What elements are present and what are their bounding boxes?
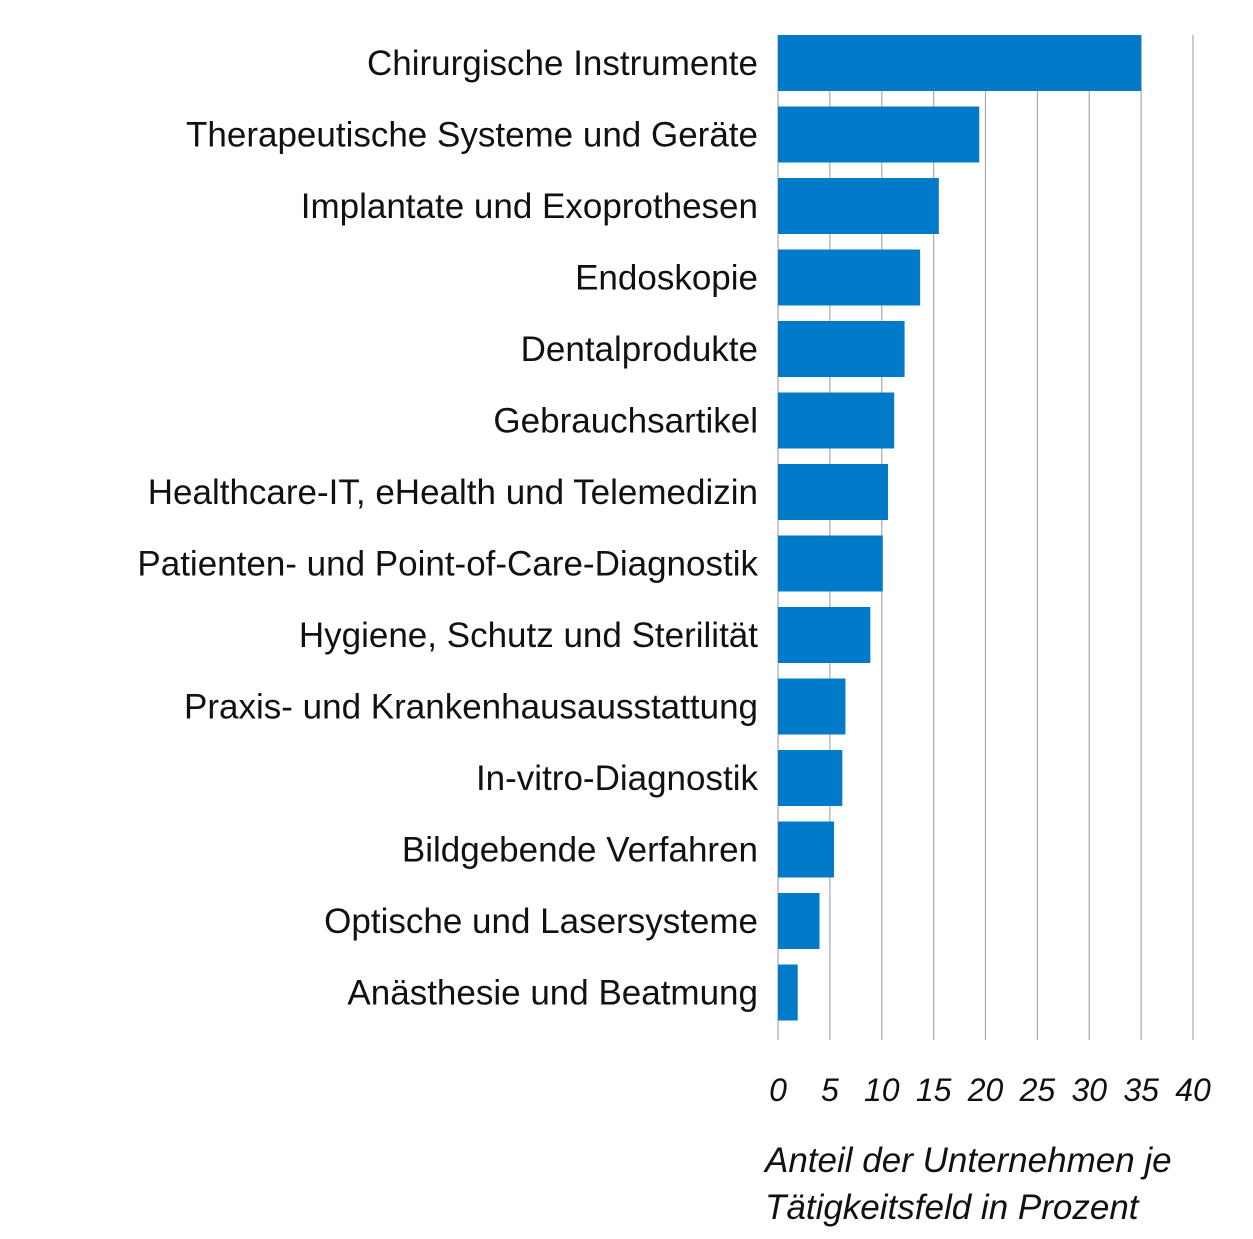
category-label: Patienten- und Point-of-Care-Diagnostik — [137, 545, 758, 584]
bar — [778, 893, 820, 949]
bar — [778, 750, 843, 806]
category-label: Bildgebende Verfahren — [402, 831, 758, 870]
category-label: Healthcare-IT, eHealth und Telemedizin — [148, 473, 758, 512]
x-tick-labels: 0 5 10 15 20 25 30 35 40 — [769, 1072, 1211, 1108]
x-tick-label: 35 — [1123, 1072, 1159, 1108]
category-label: Praxis- und Krankenhausausstattung — [184, 688, 758, 727]
bar — [778, 392, 895, 449]
x-tick-label: 15 — [916, 1072, 952, 1108]
category-label: Hygiene, Schutz und Sterilität — [299, 616, 758, 655]
x-tick-label: 10 — [864, 1072, 900, 1108]
x-tick-label: 25 — [1019, 1072, 1056, 1108]
x-tick-label: 40 — [1175, 1072, 1211, 1108]
category-label: In-vitro-Diagnostik — [476, 759, 759, 798]
category-label: Anästhesie und Beatmung — [347, 974, 758, 1013]
category-label: Therapeutische Systeme und Geräte — [186, 116, 758, 155]
bar — [778, 249, 921, 306]
bar — [778, 821, 835, 878]
category-label: Implantate und Exoprothesen — [301, 187, 758, 226]
bar — [778, 678, 846, 735]
bar — [778, 607, 871, 663]
x-tick-label: 30 — [1071, 1072, 1107, 1108]
bar — [778, 464, 888, 520]
bar — [778, 35, 1142, 91]
category-label: Optische und Lasersysteme — [324, 902, 758, 941]
category-label: Dentalprodukte — [521, 330, 758, 369]
bar — [778, 964, 798, 1021]
x-axis-label-line-2: Tätigkeitsfeld in Prozent — [765, 1188, 1140, 1227]
bar — [778, 106, 980, 163]
x-axis-label-line-1: Anteil der Unternehmen je — [763, 1141, 1172, 1180]
x-tick-label: 20 — [967, 1072, 1004, 1108]
bars — [778, 35, 1142, 1021]
bar — [778, 178, 939, 234]
category-labels: Chirurgische Instrumente Therapeutische S… — [137, 44, 758, 1013]
category-label: Endoskopie — [575, 259, 758, 298]
bar — [778, 321, 905, 377]
bar — [778, 535, 883, 592]
x-tick-label: 5 — [821, 1072, 839, 1108]
category-label: Gebrauchsartikel — [493, 402, 758, 441]
category-label: Chirurgische Instrumente — [367, 44, 758, 83]
x-tick-label: 0 — [769, 1072, 787, 1108]
